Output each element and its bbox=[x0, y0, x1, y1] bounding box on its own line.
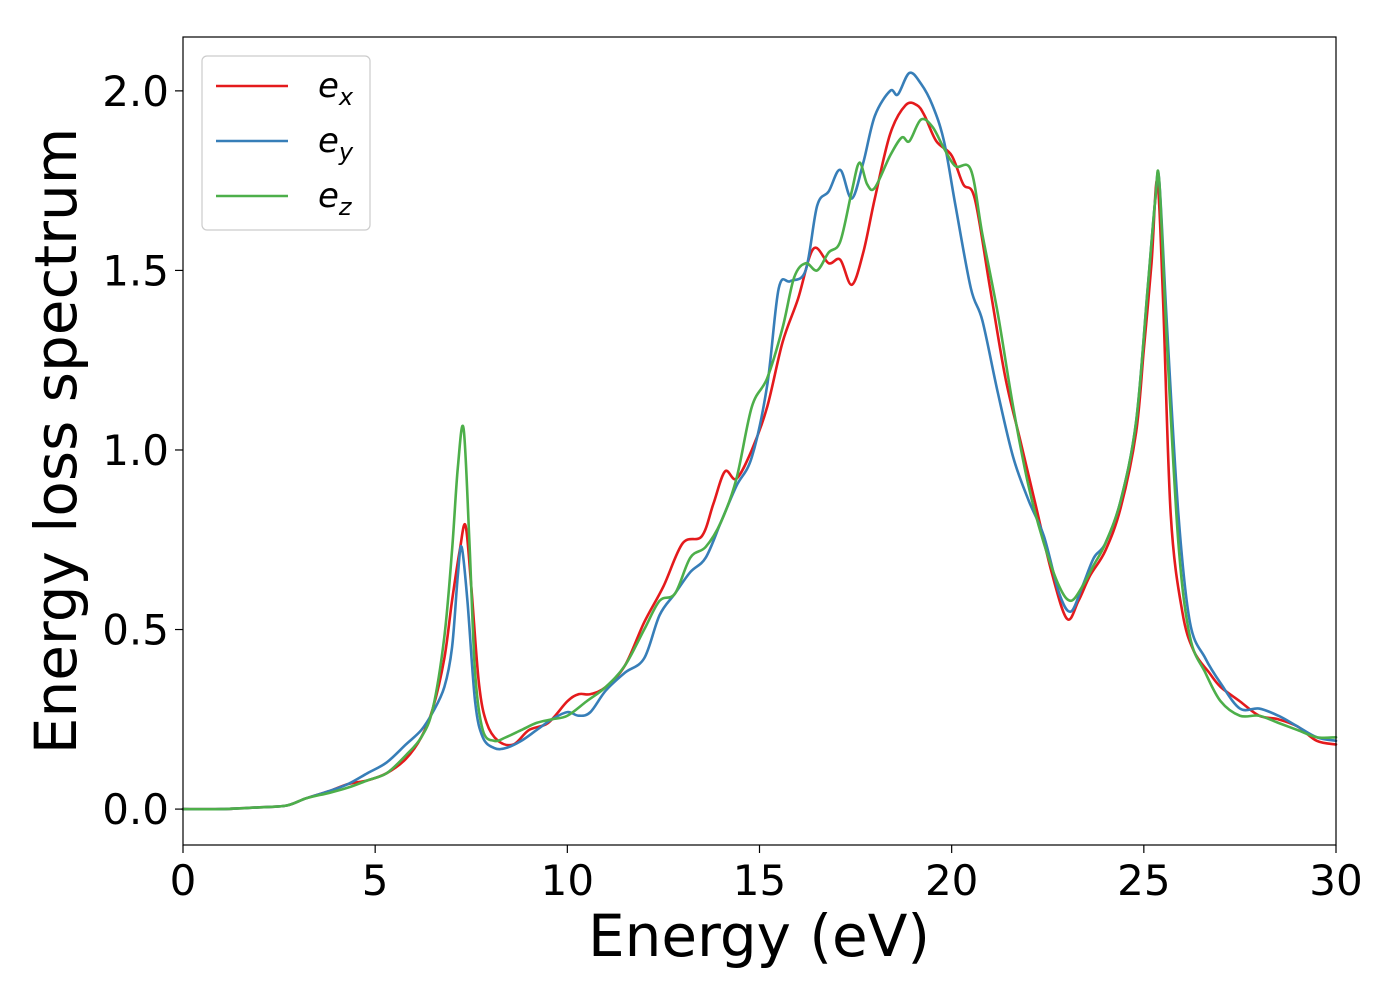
x-axis: 0 5 10 15 20 25 30 bbox=[170, 845, 1363, 905]
y-axis-label: Energy loss spectrum bbox=[22, 128, 90, 754]
x-tick-label: 5 bbox=[362, 856, 389, 905]
y-tick-label: 1.0 bbox=[102, 426, 169, 475]
y-tick-label: 1.5 bbox=[102, 246, 169, 295]
x-tick-label: 20 bbox=[925, 856, 978, 905]
legend-label-e-z: ez bbox=[318, 176, 353, 221]
x-tick-label: 15 bbox=[733, 856, 786, 905]
x-tick-label: 30 bbox=[1309, 856, 1362, 905]
legend-label-e-y: ey bbox=[318, 121, 354, 166]
x-tick-label: 10 bbox=[541, 856, 594, 905]
plot-background bbox=[183, 37, 1336, 845]
x-axis-label: Energy (eV) bbox=[588, 902, 930, 970]
x-tick-label: 0 bbox=[170, 856, 197, 905]
y-tick-label: 2.0 bbox=[102, 67, 169, 116]
y-tick-label: 0.0 bbox=[102, 785, 169, 834]
series-line-e-z bbox=[181, 117, 1338, 811]
x-tick-label: 25 bbox=[1117, 856, 1170, 905]
y-axis: 0.0 0.5 1.0 1.5 2.0 bbox=[102, 67, 183, 834]
y-tick-label: 0.5 bbox=[102, 606, 169, 655]
legend-label-e-x: ex bbox=[318, 66, 354, 111]
legend: ex ey ez bbox=[201, 55, 371, 231]
legend-box bbox=[201, 55, 371, 231]
series-layer bbox=[181, 71, 1338, 811]
